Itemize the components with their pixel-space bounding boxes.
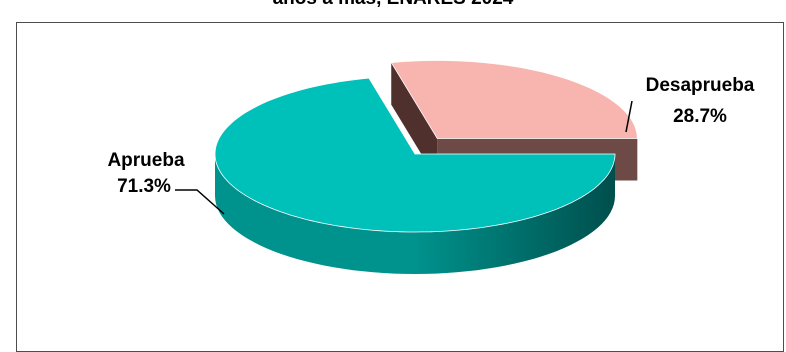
slice-top-face <box>214 77 616 233</box>
label-aprueba-value: 71.3% <box>117 176 171 197</box>
label-desaprueba-name: Desaprueba <box>646 75 755 96</box>
label-aprueba-name: Aprueba <box>107 150 185 171</box>
slice-cut-face <box>391 62 438 181</box>
label-desaprueba-value: 28.7% <box>673 106 727 127</box>
slice-side-wall <box>215 154 615 274</box>
pie-chart: Aprueba 71.3% Desaprueba 28.7% <box>107 60 755 274</box>
leader-line-aprueba <box>175 189 225 215</box>
pie-slice-aprueba <box>214 77 616 274</box>
leader-line-desaprueba <box>625 100 633 133</box>
chart-title: años a más, ENARES 2024 <box>0 0 786 10</box>
